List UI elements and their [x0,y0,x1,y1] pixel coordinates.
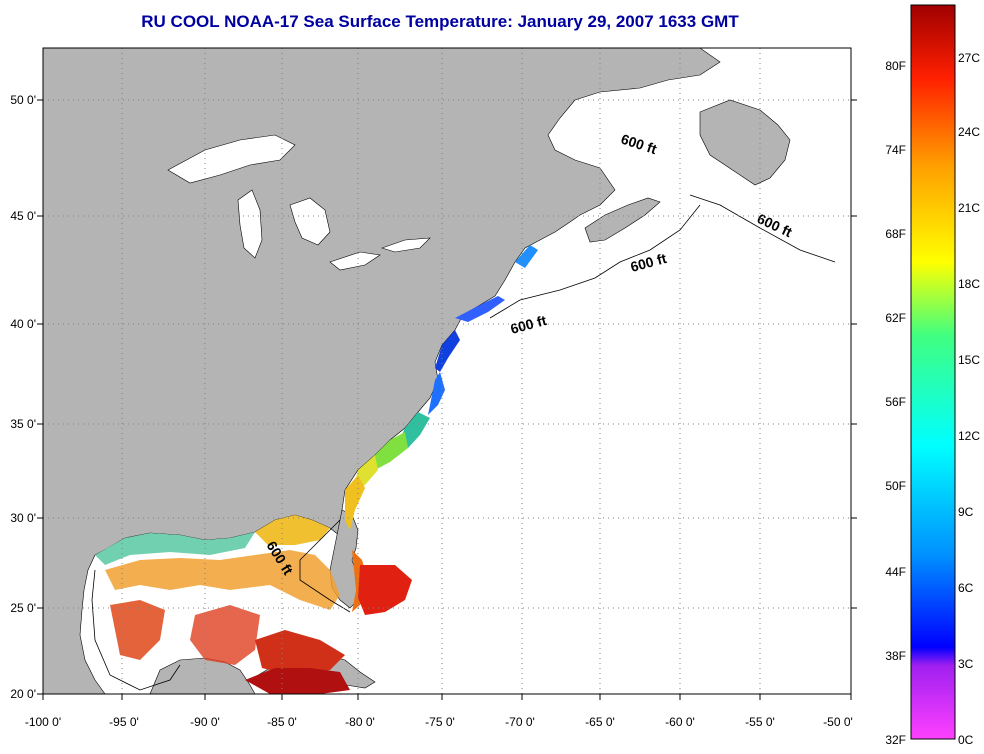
lon-label: -70 0' [505,715,535,729]
lon-labels: -100 0' -95 0' -90 0' -85 0' -80 0' -75 … [25,715,853,729]
lon-label: -65 0' [585,715,615,729]
colorbar-c-label: 18C [958,277,980,291]
lon-label: -55 0' [745,715,775,729]
lon-label: -50 0' [823,715,853,729]
lon-label: -60 0' [665,715,695,729]
colorbar-c-label: 0C [958,733,974,747]
colorbar-c-label: 27C [958,51,980,65]
lat-label: 30 0' [10,511,36,525]
colorbar-c-label: 12C [958,429,980,443]
map-frame [42,47,852,695]
colorbar [910,4,956,740]
lat-label: 25 0' [10,601,36,615]
land-nova-scotia [584,197,661,243]
colorbar-c-label: 24C [958,125,980,139]
lon-label: -90 0' [190,715,220,729]
colorbar-f-label: 38F [885,649,906,663]
lon-ticks [42,694,852,700]
great-lakes [167,134,431,271]
lat-ticks [37,99,857,695]
colorbar-f-label: 56F [885,395,906,409]
lon-label: -95 0' [109,715,139,729]
colorbar-c-label: 21C [958,201,980,215]
lat-label: 35 0' [10,417,36,431]
lat-label: 40 0' [10,317,36,331]
colorbar-f-label: 62F [885,311,906,325]
lon-label: -80 0' [345,715,375,729]
colorbar-c-label: 6C [958,581,974,595]
colorbar-f-label: 68F [885,227,906,241]
lon-label: -85 0' [267,715,297,729]
colorbar-f-label: 50F [885,479,906,493]
sst-data [95,245,538,694]
map-title: RU COOL NOAA-17 Sea Surface Temperature:… [141,12,739,31]
lat-labels: 50 0' 45 0' 40 0' 35 0' 30 0' 25 0' 20 0… [10,93,36,701]
colorbar-c-label: 3C [958,657,974,671]
colorbar-c-label: 15C [958,353,980,367]
colorbar-f-label: 32F [885,733,906,747]
lat-label: 50 0' [10,93,36,107]
colorbar-f-label: 44F [885,565,906,579]
colorbar-c-label: 9C [958,505,974,519]
colorbar-f-labels: 80F 74F 68F 62F 56F 50F 44F 38F 32F [885,59,906,747]
colorbar-c-labels: 27C 24C 21C 18C 15C 12C 9C 6C 3C 0C [958,51,980,747]
lat-label: 45 0' [10,209,36,223]
colorbar-f-label: 80F [885,59,906,73]
land-newfoundland [699,99,791,186]
lon-label: -100 0' [25,715,61,729]
colorbar-f-label: 74F [885,143,906,157]
lon-label: -75 0' [425,715,455,729]
lat-label: 20 0' [10,687,36,701]
